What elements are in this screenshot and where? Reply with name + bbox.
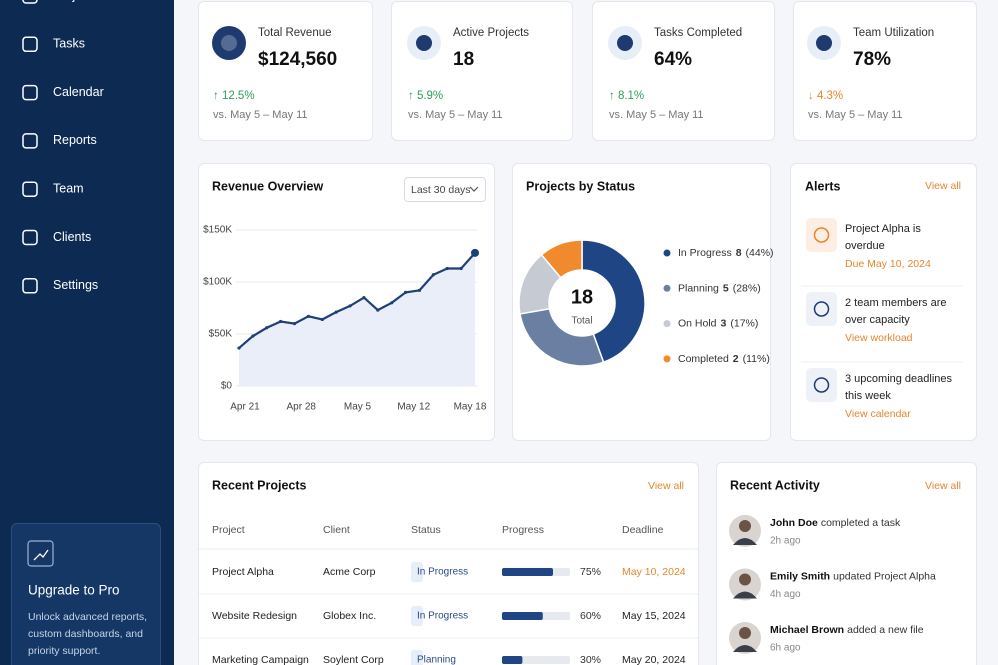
upgrade-text: Unlock advanced reports, custom dashboar…	[28, 611, 148, 657]
revenue-card	[198, 163, 495, 441]
status-card	[512, 163, 771, 441]
alert-text: 3 upcoming deadlines this week	[845, 373, 953, 402]
alert-text: Project Alpha is overdue	[845, 223, 921, 252]
kpi-card	[198, 1, 373, 141]
kpi-card	[391, 1, 573, 141]
projects-card	[198, 462, 699, 665]
kpi-card	[793, 1, 977, 141]
kpi-card	[592, 1, 775, 141]
activity-card	[716, 462, 977, 665]
range-label: Last 30 days	[411, 184, 471, 196]
alert-text: 2 team members are over capacity	[845, 297, 947, 326]
